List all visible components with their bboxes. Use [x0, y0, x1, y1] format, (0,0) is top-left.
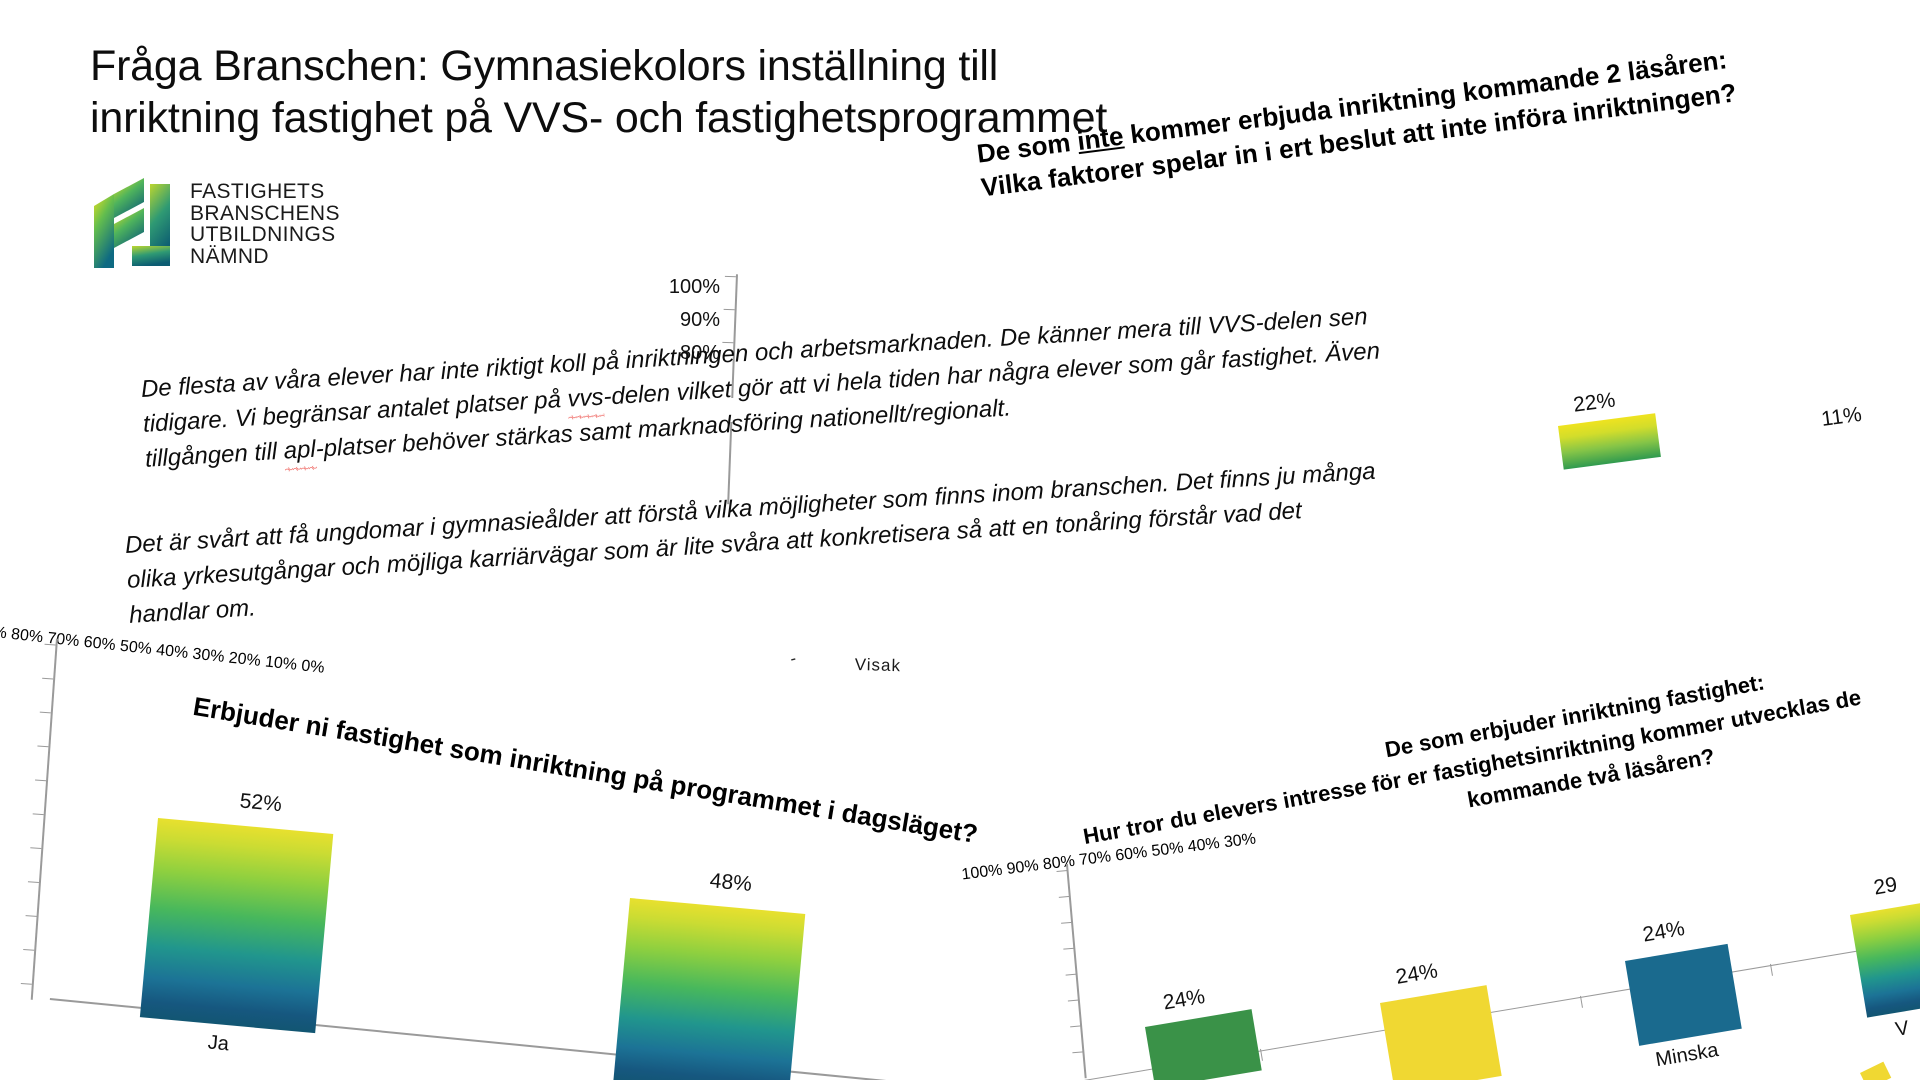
logo-line-2: BRANSCHENS	[190, 201, 340, 225]
bar-52	[139, 818, 334, 1034]
emphasis-inte: inte	[1075, 120, 1126, 157]
spellcheck-apl: apl	[283, 432, 317, 469]
y-axis-tick	[35, 779, 47, 782]
logo-line-4: NÄMND	[190, 244, 269, 268]
overlay-mask	[740, 336, 820, 404]
y-tick-10: 10%	[264, 653, 298, 674]
y-tick-0: 0%	[300, 657, 326, 677]
bar-48	[613, 898, 806, 1080]
logo-wordmark: FASTIGHETS BRANSCHENS UTBILDNINGS NÄMND	[190, 176, 340, 268]
y-tick-60: 60%	[82, 633, 117, 655]
y-tick-90: 90%	[1005, 857, 1040, 878]
y-axis-tick	[25, 915, 37, 917]
y-tick-80: 80%	[679, 342, 720, 364]
organization-logo: FASTIGHETS BRANSCHENS UTBILDNINGS NÄMND	[92, 176, 340, 268]
bar-label-24-a: 24%	[1161, 984, 1207, 1015]
y-tick-50: 50%	[119, 637, 153, 659]
y-axis-tick	[30, 847, 42, 850]
y-tick-100: 100%	[668, 276, 720, 298]
bar-22	[1558, 413, 1661, 470]
logo-line-1: FASTIGHETS	[190, 180, 325, 203]
y-tick-70: 70%	[46, 629, 81, 651]
category-label-v: V	[1893, 1016, 1911, 1041]
y-axis-tick	[27, 881, 39, 883]
bar-24-green	[1145, 1009, 1262, 1080]
title-line-2: inriktning fastighet på VVS- och fastigh…	[90, 94, 1108, 143]
bar-label-48: 48%	[708, 869, 753, 896]
bar-24-blue	[1625, 943, 1742, 1046]
y-axis-tick	[20, 982, 32, 985]
bar-label-29: 29	[1872, 872, 1899, 900]
bar-24-yellow	[1380, 985, 1502, 1080]
y-tick-100: 100%	[960, 861, 1004, 884]
y-axis-tick	[724, 275, 736, 278]
y-tick-60: 60%	[1114, 843, 1149, 865]
y-axis-line	[30, 638, 58, 1000]
y-tick-80: 80%	[10, 625, 44, 647]
category-label-minska: Minska	[1653, 1038, 1721, 1072]
spellcheck-vvs: vvs	[566, 380, 605, 417]
bar-label-24-c: 24%	[1641, 916, 1687, 947]
logo-line-3: UTBILDNINGS	[190, 223, 336, 247]
title-line-1: Fråga Branschen: Gymnasiekolors inställn…	[90, 42, 999, 90]
fu-logo-icon	[92, 176, 176, 268]
bar-label-52: 52%	[238, 789, 283, 817]
y-tick-40: 40%	[155, 641, 190, 663]
y-axis-tick	[37, 745, 49, 748]
chart-top-factors: 100% 90% 80% 22% 11%	[600, 274, 1920, 596]
category-label-ja: Ja	[206, 1031, 230, 1056]
bar-label-11: 11%	[1819, 402, 1864, 431]
y-tick-70: 70%	[1078, 848, 1113, 870]
legend-fleck	[1860, 1061, 1892, 1080]
question-bottom-right-line-2: Hur tror du elevers intresse för er fast…	[1081, 684, 1863, 849]
bar-label-24-b: 24%	[1394, 959, 1440, 989]
y-tick-50: 50%	[1150, 839, 1185, 861]
y-axis-tick	[723, 308, 735, 311]
y-axis-tick	[39, 711, 51, 714]
y-tick-30: 30%	[1223, 830, 1257, 852]
chart-bottom-left-offering: 100% 90% 80% 70% 60% 50% 40% 30% 20% 10%…	[0, 622, 950, 1080]
y-axis-tick	[32, 813, 44, 816]
y-tick-20: 20%	[227, 649, 262, 670]
y-axis-tick	[42, 677, 54, 680]
y-tick-90: 90%	[679, 309, 720, 331]
page-title: Fråga Branschen: Gymnasiekolors inställn…	[90, 40, 1270, 145]
y-tick-90: 90%	[0, 621, 8, 643]
chart-bottom-right-interest: 100% 90% 80% 70% 60% 50% 40% 30%	[960, 830, 1920, 1080]
y-tick-40: 40%	[1186, 834, 1221, 856]
y-axis-tick	[23, 949, 35, 951]
y-tick-30: 30%	[191, 645, 226, 666]
bar-label-22: 22%	[1571, 388, 1617, 417]
bar-29-gradient	[1850, 897, 1920, 1018]
